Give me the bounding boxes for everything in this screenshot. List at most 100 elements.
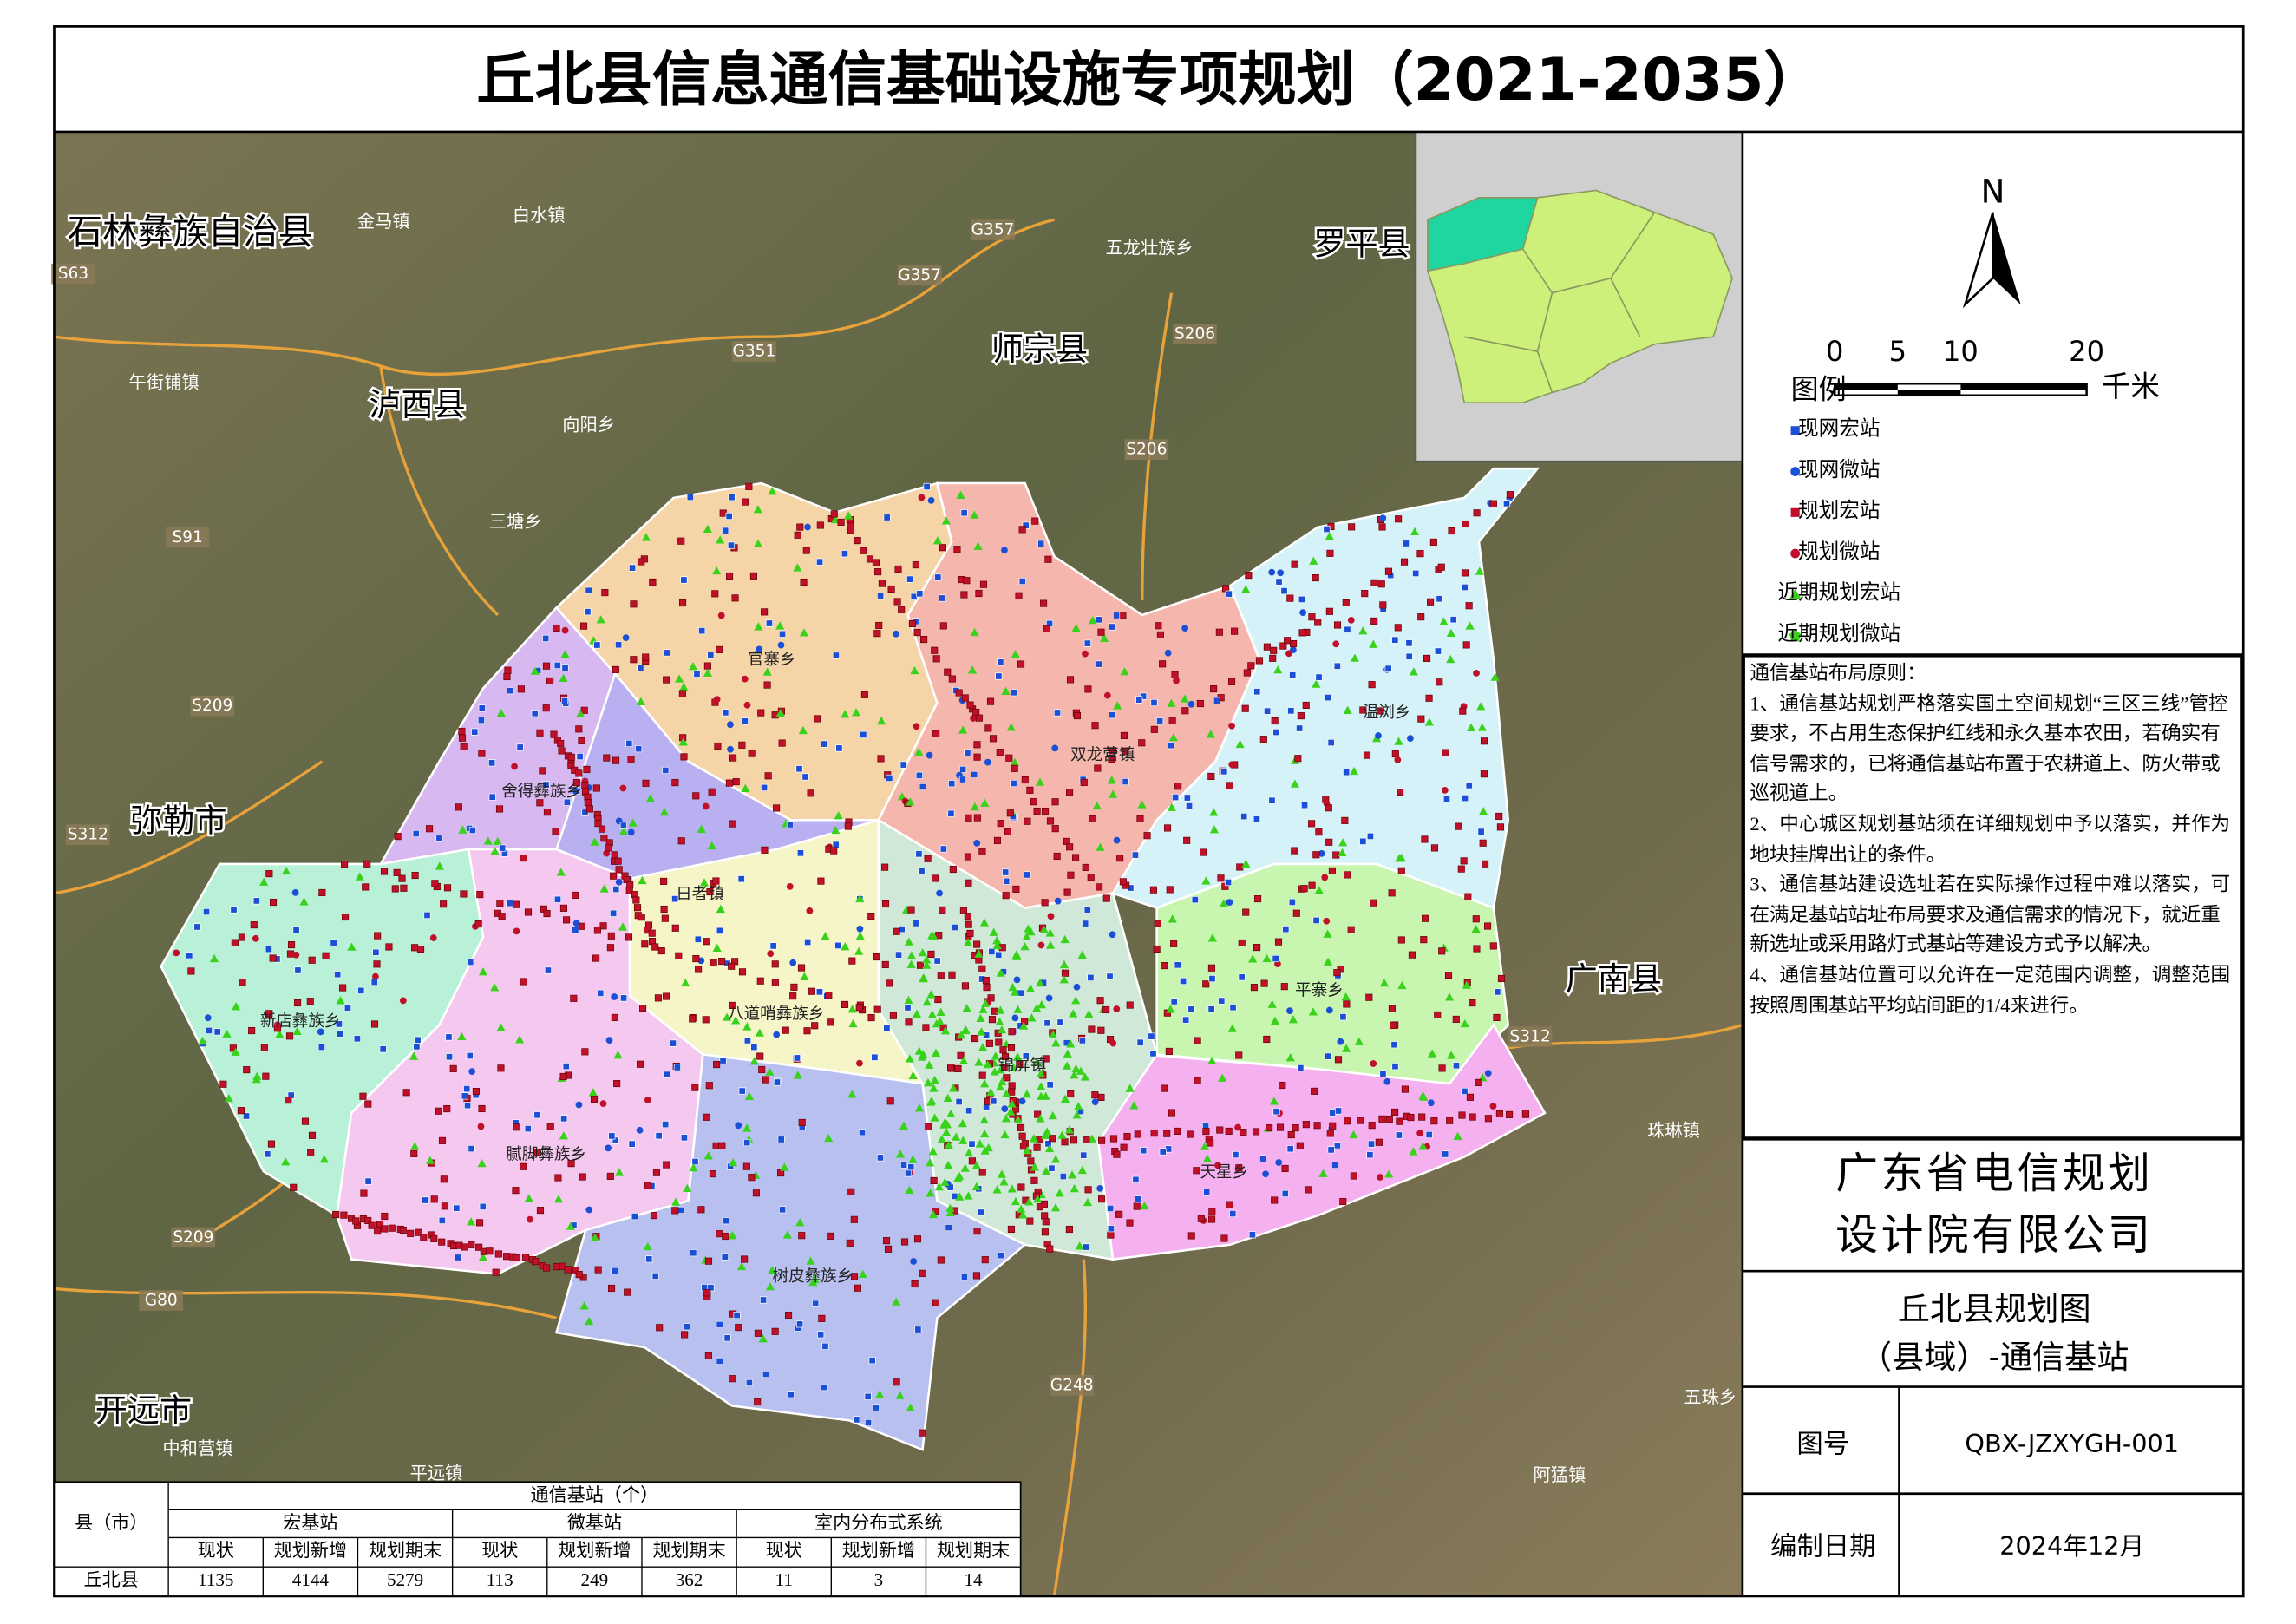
site-marker [933, 957, 941, 965]
site-marker [961, 694, 969, 702]
site-markers [173, 482, 1530, 1437]
site-marker [1187, 1232, 1195, 1240]
site-marker [1155, 622, 1162, 630]
site-marker [806, 907, 814, 914]
site-marker [579, 1173, 586, 1181]
site-marker [612, 1136, 619, 1144]
site-marker [599, 884, 609, 893]
site-marker [728, 494, 736, 501]
site-marker [357, 986, 365, 994]
site-marker [1209, 808, 1219, 816]
site-marker [1148, 1032, 1155, 1040]
site-marker [1037, 1091, 1046, 1100]
site-marker [1437, 563, 1445, 571]
site-marker [662, 766, 670, 775]
site-marker [1375, 1138, 1383, 1146]
site-marker [1070, 1136, 1078, 1144]
site-marker [821, 932, 830, 940]
site-marker [1444, 972, 1453, 979]
site-marker [1088, 1025, 1096, 1033]
site-marker [1323, 929, 1332, 938]
road-badge [971, 219, 1015, 240]
site-marker [542, 781, 550, 789]
site-marker [899, 1121, 909, 1130]
site-marker [1326, 549, 1334, 557]
site-marker [483, 836, 493, 845]
site-marker [1031, 517, 1039, 525]
site-marker [722, 1217, 729, 1225]
site-marker [1055, 1189, 1064, 1197]
principle: 4、通信基站位置可以允许在一定范围内调整，调整范围按照周围基站平均站间距的1/4… [1750, 963, 2231, 1016]
site-marker [1045, 1143, 1055, 1153]
site-marker [1109, 1039, 1117, 1047]
site-marker [773, 804, 781, 812]
site-marker [511, 763, 518, 770]
site-marker [1102, 894, 1110, 902]
site-marker [353, 1035, 361, 1043]
site-marker [517, 685, 525, 693]
site-marker [1122, 747, 1129, 755]
site-marker [581, 809, 589, 816]
site-marker [748, 1174, 756, 1182]
site-marker [1272, 954, 1279, 963]
site-marker [881, 900, 890, 908]
road-badge [1050, 1375, 1095, 1396]
site-marker [1436, 678, 1443, 686]
place-label: 天星乡 [1200, 1162, 1248, 1181]
site-marker [1040, 1130, 1050, 1139]
site-marker [939, 594, 946, 602]
site-marker [718, 958, 726, 966]
table-header: 微基站 [567, 1512, 622, 1533]
site-marker [1097, 1195, 1106, 1203]
site-marker [1312, 851, 1320, 859]
site-marker [567, 753, 575, 761]
site-marker [1305, 1186, 1312, 1194]
site-marker [941, 1128, 952, 1136]
site-marker [494, 1250, 502, 1258]
site-marker [368, 1221, 376, 1229]
site-marker [490, 847, 500, 855]
site-marker [908, 1071, 918, 1079]
site-marker [973, 940, 981, 948]
site-marker [544, 966, 552, 974]
site-marker [332, 1210, 340, 1219]
site-marker [995, 1017, 1004, 1025]
site-marker [632, 896, 640, 904]
place-label: 阿猛镇 [1533, 1465, 1586, 1485]
site-marker [579, 1301, 589, 1310]
site-marker [762, 1076, 770, 1084]
number-label: 图号 [1796, 1430, 1849, 1460]
site-marker [1489, 500, 1497, 508]
site-marker [472, 1087, 480, 1096]
site-marker [875, 621, 883, 630]
site-marker [1350, 653, 1360, 662]
site-marker [1461, 1087, 1469, 1095]
site-marker [930, 1113, 939, 1122]
place-label: 白水镇 [513, 206, 566, 226]
site-marker [1203, 1189, 1211, 1196]
scale-unit: 千米 [2101, 370, 2160, 403]
site-marker [1416, 1130, 1423, 1137]
site-marker [1268, 568, 1276, 576]
site-marker [905, 1185, 914, 1194]
site-marker [563, 916, 571, 924]
site-marker [443, 884, 452, 892]
site-marker [1289, 671, 1297, 679]
site-marker [1271, 1196, 1279, 1204]
township [1155, 862, 1510, 1085]
site-marker [796, 523, 804, 531]
site-marker [703, 1289, 711, 1297]
site-marker [981, 1256, 989, 1264]
site-marker [1285, 1053, 1295, 1062]
site-marker [567, 1160, 575, 1168]
principle: 1、通信基站规划严格落实国土空间规划“三区三线”管控要求，不占用生态保护红线和永… [1750, 691, 2228, 805]
site-marker [1163, 1009, 1171, 1017]
site-marker [1390, 1041, 1398, 1049]
site-marker [360, 1189, 368, 1197]
site-marker [1011, 689, 1018, 697]
site-marker [924, 855, 932, 862]
site-marker [671, 779, 679, 787]
site-marker [1446, 1116, 1454, 1124]
site-marker [958, 1136, 968, 1144]
site-marker [908, 1155, 918, 1163]
